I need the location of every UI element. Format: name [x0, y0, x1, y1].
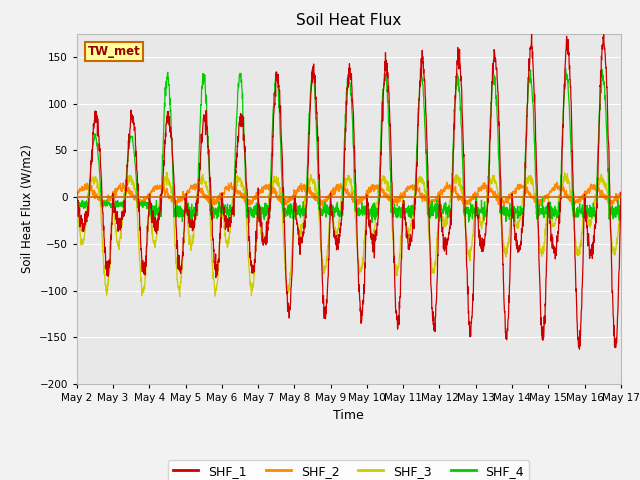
Text: TW_met: TW_met [88, 45, 140, 58]
X-axis label: Time: Time [333, 408, 364, 421]
Y-axis label: Soil Heat Flux (W/m2): Soil Heat Flux (W/m2) [20, 144, 34, 273]
Legend: SHF_1, SHF_2, SHF_3, SHF_4: SHF_1, SHF_2, SHF_3, SHF_4 [168, 460, 529, 480]
Title: Soil Heat Flux: Soil Heat Flux [296, 13, 401, 28]
